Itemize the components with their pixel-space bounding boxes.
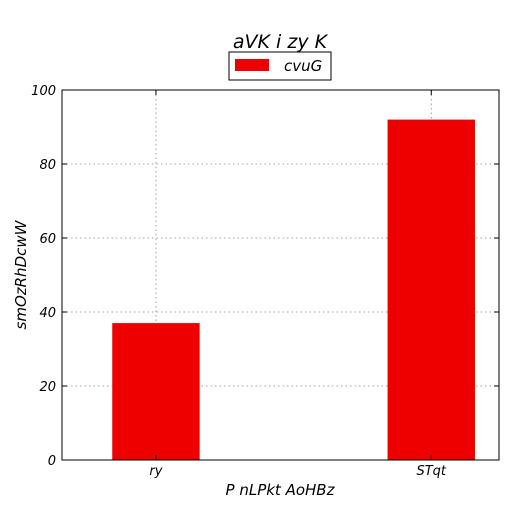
legend-swatch <box>235 59 269 71</box>
y-tick-label: 40 <box>39 306 56 321</box>
y-tick-label: 100 <box>31 84 56 99</box>
x-axis-label: P nLPkt AoHBz <box>226 481 336 499</box>
bar-ry <box>112 323 200 460</box>
y-tick-label: 20 <box>39 380 56 395</box>
x-tick-label: ry <box>149 464 162 479</box>
x-axis-ticks: ry STqt <box>149 90 447 479</box>
legend: cvuG <box>228 51 332 81</box>
y-axis-ticks: 0 20 40 60 80 100 <box>31 84 499 469</box>
legend-label: cvuG <box>284 57 322 75</box>
bar-STqt <box>387 119 475 460</box>
bars <box>112 119 475 460</box>
y-axis-label: smOzRhDcwW <box>12 219 30 329</box>
y-tick-label: 80 <box>39 158 56 173</box>
chart-title: aVK i zy K <box>233 31 329 53</box>
y-tick-label: 60 <box>39 232 56 247</box>
y-tick-label: 0 <box>48 454 56 469</box>
plot-frame <box>61 89 500 461</box>
x-tick-label: STqt <box>416 464 446 479</box>
